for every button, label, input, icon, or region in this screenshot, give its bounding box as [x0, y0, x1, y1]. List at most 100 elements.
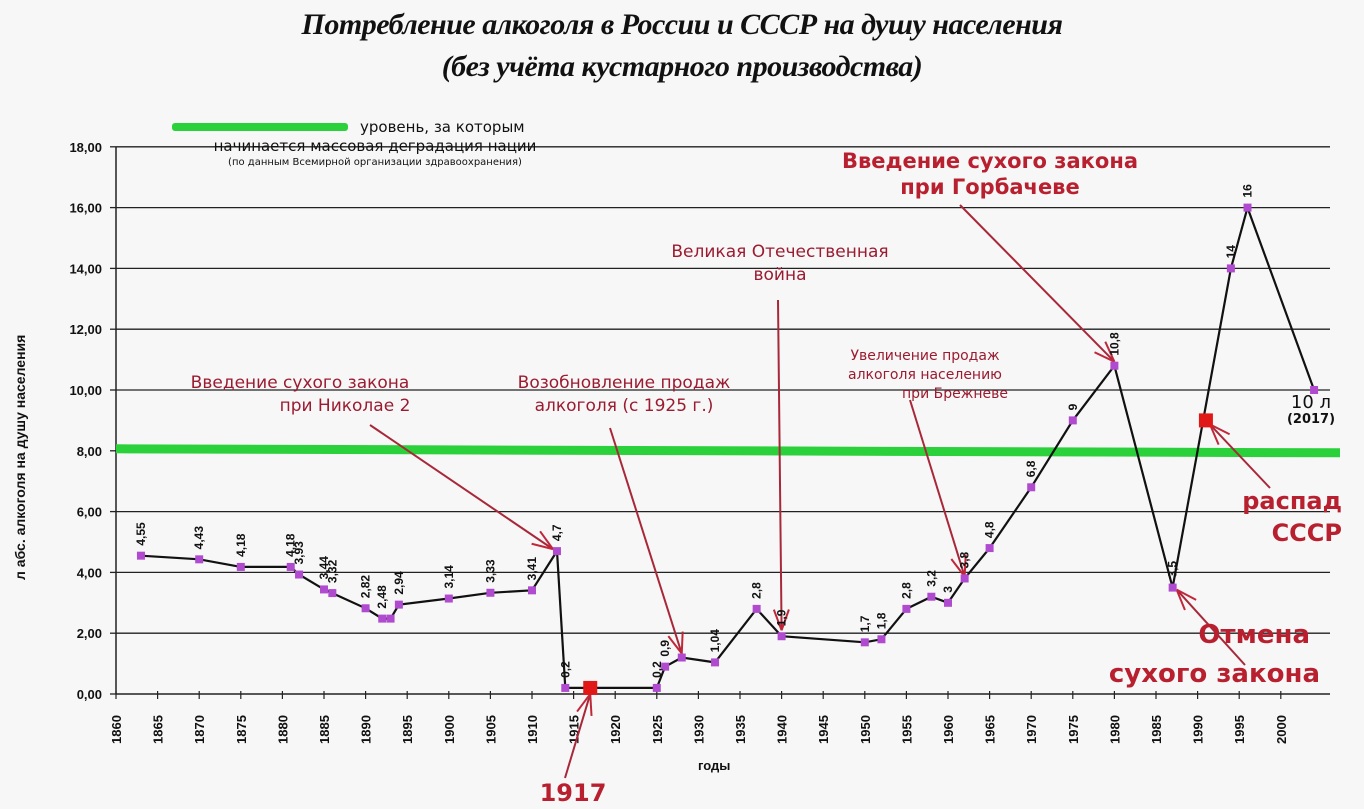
- data-point-label: 3: [941, 586, 955, 593]
- y-tick-label: 8,00: [77, 444, 102, 459]
- chart-title: Потребление алкоголя в России и СССР на …: [301, 8, 1063, 41]
- x-tick-label: 1995: [1232, 715, 1247, 744]
- data-point: [960, 574, 969, 583]
- data-point: [1110, 361, 1119, 370]
- data-point: [195, 555, 204, 564]
- annotation-resume-line1: Возобновление продаж: [517, 373, 731, 393]
- y-tick-label: 12,00: [69, 322, 102, 337]
- data-point-label: 1,7: [858, 615, 872, 632]
- data-point-label: 3,14: [442, 565, 456, 589]
- x-tick-label: 1955: [899, 715, 914, 744]
- data-point: [286, 562, 295, 571]
- x-tick-label: 1970: [1024, 715, 1039, 744]
- y-tick-label: 16,00: [69, 201, 102, 216]
- data-point: [902, 604, 911, 613]
- y-tick-label: 10,00: [69, 383, 102, 398]
- data-point: [561, 683, 570, 692]
- data-point: [394, 600, 403, 609]
- annotation-collapse-line2: СССР: [1271, 519, 1342, 548]
- data-point: [1310, 386, 1319, 394]
- data-point: [877, 635, 886, 644]
- data-point-label: 14: [1224, 245, 1238, 259]
- annotation-brezhnev-line2: алкоголя населению: [848, 366, 1002, 383]
- data-point-label: 0,2: [650, 661, 664, 678]
- x-tick-label: 1880: [275, 715, 290, 744]
- y-axis-label: л абс. алкоголя на душу населения: [12, 334, 28, 580]
- data-point: [552, 547, 561, 556]
- data-point-label: 4,18: [284, 533, 298, 557]
- data-point-label: 16: [1241, 184, 1255, 198]
- data-point-label: 2,82: [359, 575, 373, 599]
- event-markers: [583, 413, 1213, 695]
- x-tick-label: 1900: [442, 715, 457, 744]
- annotation-brezhnev: Увеличение продаж алкоголя населению при…: [810, 347, 1040, 404]
- data-point: [711, 658, 720, 667]
- x-tick-label: 1975: [1066, 715, 1081, 744]
- data-point-label: 9: [1066, 403, 1080, 410]
- y-tick-label: 14,00: [69, 261, 102, 276]
- annotation-brezhnev-line1: Увеличение продаж: [850, 348, 1000, 364]
- data-point-label: 1,9: [775, 609, 789, 626]
- data-point: [236, 562, 245, 571]
- x-tick-label: 1910: [525, 715, 540, 744]
- data-points: [136, 203, 1319, 692]
- annotation-ussr-collapse: распад СССР: [1212, 485, 1342, 550]
- data-point-label: 3,41: [525, 557, 539, 581]
- annotation-arrow: [1209, 423, 1271, 489]
- x-tick-label: 2000: [1274, 715, 1289, 744]
- x-tick-label: 1990: [1191, 715, 1206, 744]
- data-point-label: 2,48: [375, 585, 389, 609]
- data-point: [528, 586, 536, 595]
- annotation-1917: 1917: [539, 779, 607, 807]
- annotation-nikolai-line2: при Николае 2: [279, 395, 411, 416]
- data-point-label: 6,8: [1024, 460, 1038, 477]
- data-point: [1168, 583, 1177, 592]
- data-point-label: 3,2: [924, 570, 938, 587]
- annotation-arrow: [1175, 588, 1246, 666]
- annotation-repeal: Отмена сухого закона: [1090, 616, 1320, 694]
- data-point: [927, 592, 936, 601]
- y-tick-label: 18,00: [69, 140, 102, 155]
- data-point: [985, 544, 994, 553]
- annotation-arrows: [369, 204, 1271, 779]
- annotation-war: Великая Отечественная война: [640, 241, 920, 287]
- data-point-label: 3,44: [317, 556, 331, 580]
- x-tick-label: 1870: [192, 715, 207, 744]
- data-point: [444, 594, 453, 603]
- data-point: [378, 614, 387, 623]
- annotation-arrow: [777, 299, 783, 631]
- data-point-labels: 4,55 4,43 4,18 4,183,933,443,322,82 2,482,94…: [134, 184, 1255, 678]
- x-tick-label: 1875: [234, 715, 249, 744]
- annotation-arrow: [609, 427, 683, 654]
- x-tick-label: 1960: [941, 715, 956, 744]
- event-marker: [1198, 413, 1213, 428]
- data-point: [328, 589, 337, 598]
- annotation-collapse-line1: распад: [1242, 487, 1342, 515]
- data-point-label: 4,43: [192, 526, 206, 550]
- annotation-repeal-line2: сухого закона: [1108, 659, 1320, 689]
- x-tick-label: 1980: [1107, 715, 1122, 744]
- data-point-label: 2,8: [750, 582, 764, 599]
- data-point: [1226, 264, 1235, 273]
- data-point-label: 3,5: [1166, 561, 1180, 578]
- x-axis-label: годы: [698, 758, 731, 773]
- data-point: [1027, 483, 1036, 492]
- x-tick-label: 1950: [858, 715, 873, 744]
- data-point-label: 10,8: [1107, 332, 1121, 356]
- end-value-year: (2017): [1286, 411, 1336, 427]
- x-tick-label: 1885: [317, 715, 332, 744]
- data-point: [652, 683, 661, 692]
- threshold-line: [115, 444, 1341, 458]
- y-tick-label: 6,00: [77, 505, 102, 520]
- data-point: [944, 598, 952, 607]
- annotation-arrow: [369, 424, 554, 550]
- legend-swatch: [172, 123, 348, 131]
- annotation-resume-line2: алкоголя (с 1925 г.): [534, 395, 714, 416]
- x-tick-label: 1940: [775, 715, 790, 744]
- x-tick-label: 1905: [483, 715, 498, 744]
- data-point: [295, 570, 304, 579]
- y-tick-label: 2,00: [77, 626, 102, 641]
- data-point-label: 3,8: [958, 551, 972, 568]
- annotation-war-line1: Великая Отечественная: [671, 242, 889, 262]
- x-tick-label: 1925: [650, 715, 665, 744]
